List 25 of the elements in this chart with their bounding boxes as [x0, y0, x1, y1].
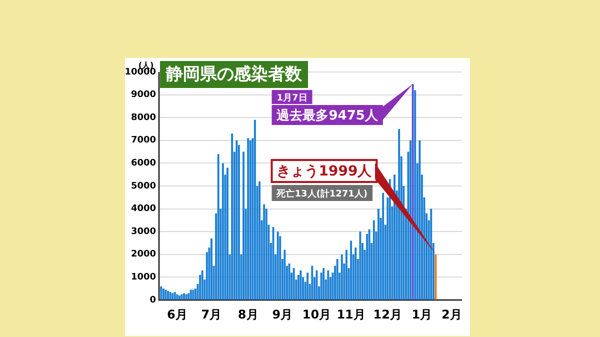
x-tick-label: 6月 [166, 307, 188, 322]
y-tick-label: 9000 [130, 90, 156, 100]
x-tick-label: 9月 [272, 307, 293, 322]
annotation: 1月7日 [276, 92, 308, 104]
x-tick-label: 7月 [201, 307, 222, 322]
annotation: 過去最多9475人 [276, 108, 379, 124]
y-tick-label: 3000 [130, 226, 156, 237]
y-tick-label: 8000 [130, 112, 156, 123]
chart-title: 静岡県の感染者数 [165, 64, 303, 84]
y-tick-label: 0 [150, 295, 156, 306]
annotation: きょう1999人 [276, 164, 373, 180]
x-tick-label: 11月 [336, 307, 366, 322]
x-tick-label: 1月 [412, 307, 432, 322]
y-tick-label: 4000 [130, 204, 156, 214]
annotation: 死亡13人(計1271人) [276, 188, 368, 200]
y-tick-label: 1000 [130, 272, 156, 283]
x-tick-label: 8月 [238, 307, 258, 322]
y-tick-label: 6000 [130, 158, 156, 169]
y-tick-label: 7000 [130, 136, 156, 146]
x-tick-label: 10月 [302, 307, 332, 322]
y-tick-label: 10000 [124, 67, 156, 78]
y-tick-label: 2000 [130, 250, 156, 260]
y-tick-label: 5000 [130, 181, 156, 192]
x-tick-label: 2月 [442, 307, 462, 322]
x-tick-label: 12月 [373, 307, 402, 322]
